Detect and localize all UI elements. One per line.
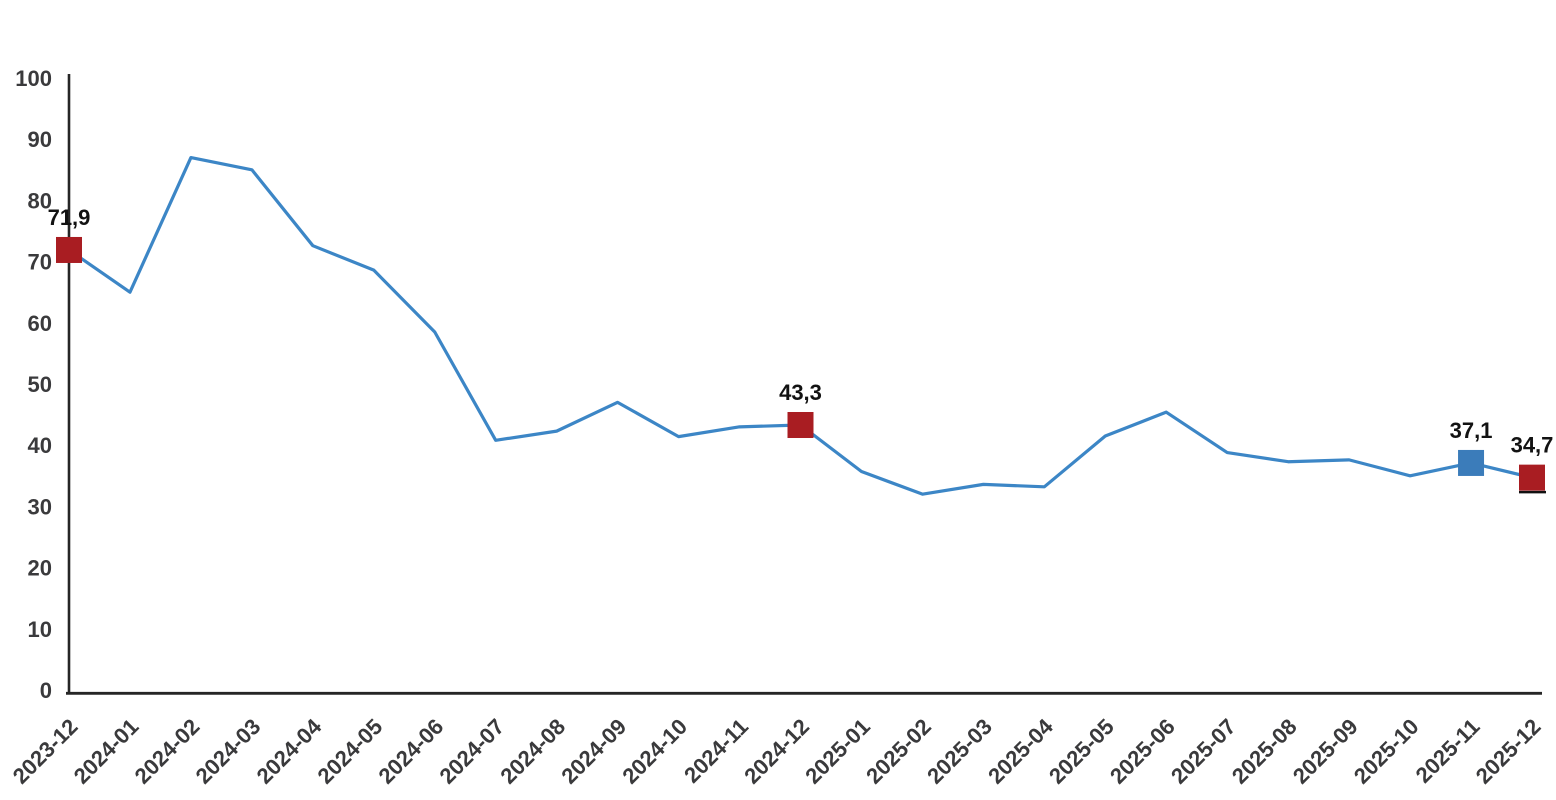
x-axis-tick-label: 2025-07 xyxy=(1166,714,1241,789)
x-axis-tick-label: 2025-03 xyxy=(922,714,997,789)
data-label-2025-12: 34,7 xyxy=(1511,433,1554,458)
x-axis-tick-label: 2024-02 xyxy=(130,714,205,789)
x-axis-tick-label: 2025-04 xyxy=(983,713,1058,788)
data-label-2023-12: 71,9 xyxy=(48,205,91,230)
x-axis-tick-label: 2025-09 xyxy=(1288,714,1363,789)
highlight-marker-2024-12 xyxy=(787,412,814,439)
x-axis-tick-label: 2024-12 xyxy=(739,714,814,789)
x-axis-tick-label: 2024-04 xyxy=(252,713,327,788)
x-axis-tick-label: 2024-05 xyxy=(313,714,388,789)
x-axis-tick-label: 2025-05 xyxy=(1044,714,1119,789)
y-axis-tick-label: 0 xyxy=(40,678,52,703)
x-axis-tick-label: 2024-08 xyxy=(495,714,570,789)
x-axis-tick-label: 2025-12 xyxy=(1471,714,1546,789)
y-axis-tick-label: 40 xyxy=(28,433,52,458)
x-axis-tick-label: 2024-11 xyxy=(679,714,753,788)
y-axis-tick-label: 30 xyxy=(28,494,52,519)
y-axis-tick-label: 90 xyxy=(28,127,52,152)
series-line xyxy=(67,155,1534,496)
x-axis-tick-label: 2025-10 xyxy=(1349,714,1424,789)
x-axis-tick-label: 2023-12 xyxy=(8,714,83,789)
data-label-2024-12: 43,3 xyxy=(779,380,822,405)
y-axis-tick-label: 60 xyxy=(28,311,52,336)
highlight-marker-2025-12 xyxy=(1519,464,1545,491)
x-axis-tick-label: 2024-10 xyxy=(617,714,692,789)
x-axis-tick-label: 2024-01 xyxy=(69,714,144,789)
x-axis-tick-label: 2025-02 xyxy=(861,714,936,789)
x-axis-tick-label: 2025-11 xyxy=(1411,714,1485,788)
highlight-marker-2023-12 xyxy=(56,236,82,263)
x-axis-tick-label: 2024-03 xyxy=(191,714,266,789)
x-axis-tick-label: 2025-06 xyxy=(1105,714,1180,789)
y-axis-tick-label: 70 xyxy=(28,250,52,275)
highlight-marker-2025-11 xyxy=(1458,449,1485,476)
y-axis-tick-label: 100 xyxy=(15,66,52,91)
y-axis-tick-label: 50 xyxy=(28,372,52,397)
x-axis-tick-label: 2024-07 xyxy=(434,714,509,789)
x-axis-tick-label: 2024-09 xyxy=(556,714,631,789)
y-axis-tick-label: 80 xyxy=(28,188,52,213)
x-axis-tick-label: 2025-08 xyxy=(1227,714,1302,789)
data-label-2025-11: 37,1 xyxy=(1450,418,1493,443)
x-axis-tick-label: 2025-01 xyxy=(800,714,875,789)
x-axis-tick-label: 2024-06 xyxy=(374,714,449,789)
y-axis-tick-label: 10 xyxy=(28,617,52,642)
y-axis-tick-label: 20 xyxy=(28,556,52,581)
